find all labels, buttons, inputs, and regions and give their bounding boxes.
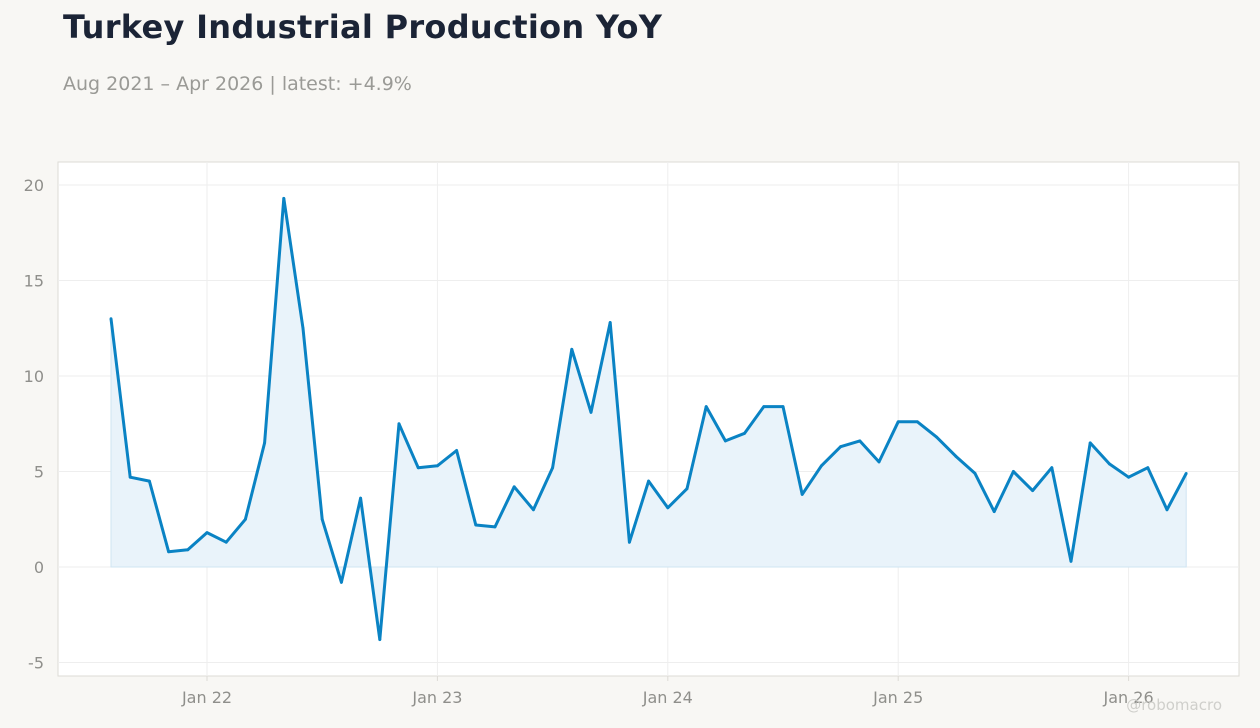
data-point [589,410,593,414]
data-point [493,525,497,529]
data-point [685,487,689,491]
data-point [532,508,535,512]
y-axis-ticks: -5 0 5 10 15 20 [24,176,44,673]
data-point [820,464,823,468]
plot-area [57,161,1240,677]
y-tick-label: 5 [34,463,44,482]
data-point [244,517,247,521]
data-point [743,431,746,435]
data-point [973,472,977,475]
data-point [724,439,727,443]
data-point [416,466,420,470]
data-point [263,441,266,445]
data-point [167,550,171,554]
data-point [109,317,113,321]
y-tick-label: -5 [28,654,44,673]
data-point [205,531,209,534]
data-point [1108,462,1111,466]
data-point [896,420,900,424]
data-point [551,466,554,470]
x-tick-label: Jan 23 [411,688,462,707]
data-point [1127,475,1130,479]
x-tick-label: Jan 26 [1103,688,1154,707]
data-point [647,479,650,483]
data-point [704,405,708,408]
watermark: @robomacro [1126,696,1222,714]
data-point [224,540,228,544]
chart-title: Turkey Industrial Production YoY [63,8,663,46]
grid-lines [58,162,1239,676]
data-point [839,445,842,449]
data-point [282,197,286,200]
data-point [359,496,362,500]
x-axis-ticks: Jan 22 Jan 23 Jan 24 Jan 25 Jan 26 [181,676,1154,707]
data-point [1031,489,1034,492]
data-point [186,548,190,552]
data-point [340,580,343,584]
chart-subtitle: Aug 2021 – Apr 2026 | latest: +4.9% [63,73,412,95]
data-point [628,540,631,544]
x-tick-label: Jan 22 [181,688,232,707]
x-tick-label: Jan 24 [642,688,693,707]
data-point [474,523,478,527]
data-point [148,479,151,483]
x-tick-label: Jan 25 [872,688,923,707]
data-points [109,197,1188,641]
data-point [781,405,785,408]
data-point [992,510,996,513]
data-point [877,460,881,464]
y-tick-label: 15 [24,272,44,291]
y-tick-label: 0 [34,558,44,577]
data-point [800,493,804,496]
data-point [1165,508,1169,512]
data-point [935,435,938,439]
data-point [916,420,919,424]
data-point [1184,472,1188,475]
data-point [128,475,132,479]
data-point [320,517,324,521]
data-point [301,326,305,330]
data-point [512,485,516,489]
data-point [570,347,574,351]
data-point [378,638,382,641]
y-tick-label: 20 [24,176,44,195]
data-point [1088,441,1092,445]
y-tick-label: 10 [24,367,44,386]
data-point [954,454,958,458]
data-point [608,321,612,324]
data-point [858,439,862,443]
data-point [436,464,439,468]
data-point [1050,466,1054,470]
data-point [1146,466,1150,470]
data-point [666,506,670,510]
data-point [455,449,458,452]
data-point [1069,559,1073,563]
data-point [1012,470,1015,473]
data-point [762,405,766,408]
data-point [397,422,401,426]
